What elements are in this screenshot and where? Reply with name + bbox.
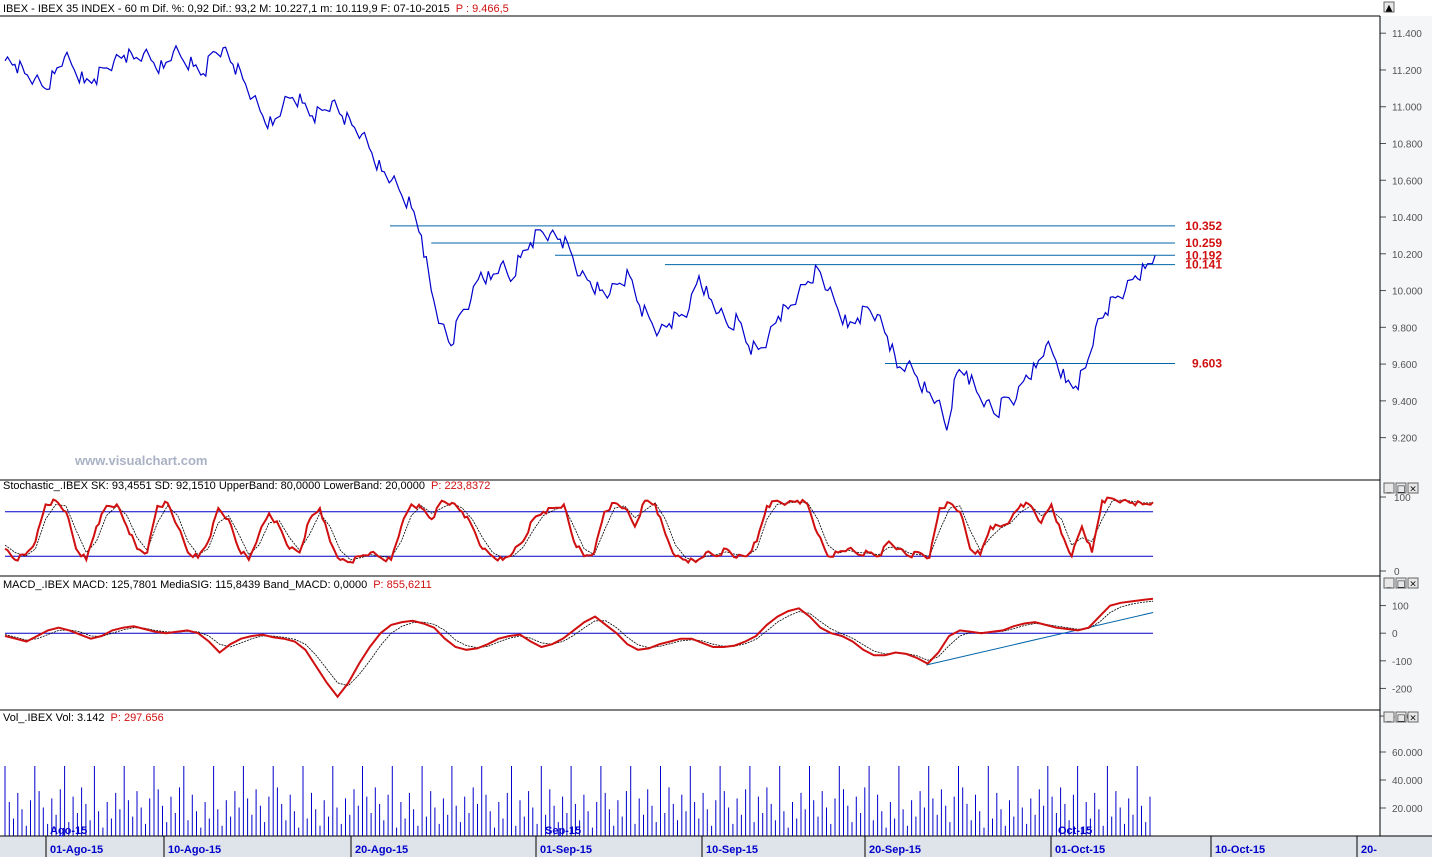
stochastic-tick-label: 100 — [1394, 493, 1411, 504]
minimize-button[interactable] — [1383, 482, 1395, 494]
price-tick-label: 9.400 — [1392, 397, 1417, 408]
minimize-icon: _ — [1386, 713, 1392, 723]
volume-panel: Vol_.IBEX Vol: 3.142 P: 297.656 60.000 40… — [3, 712, 1423, 836]
macd-tick-label: 100 — [1392, 602, 1409, 613]
x-axis-month-labels: Ago-15 Sep-15 Oct-15 — [50, 825, 1092, 837]
header-price: P : 9.466,5 — [456, 3, 509, 15]
x-tick-label: 01-Sep-15 — [540, 844, 592, 856]
collapse-button[interactable] — [1383, 1, 1395, 13]
volume-price: P: 297.656 — [111, 712, 164, 724]
maximize-button[interactable] — [1395, 482, 1407, 494]
price-tick-label: 9.600 — [1392, 360, 1417, 371]
stochastic-panel-controls: _ □ × — [1383, 482, 1419, 495]
volume-bars — [4, 766, 1151, 836]
close-button[interactable] — [1407, 711, 1419, 723]
maximize-icon: □ — [1397, 485, 1406, 495]
x-tick-label: 10-Sep-15 — [706, 844, 758, 856]
minimize-icon: _ — [1386, 579, 1392, 589]
price-tick-label: 11.400 — [1392, 29, 1422, 40]
price-tick-label: 9.200 — [1392, 434, 1417, 445]
volume-panel-controls: _ □ × — [1383, 711, 1419, 724]
level-label: 10.259 — [1185, 236, 1222, 250]
price-tick-label: 10.400 — [1392, 213, 1423, 224]
minimize-icon: _ — [1386, 484, 1392, 494]
price-panel-controls: ▲ — [1383, 1, 1395, 14]
macd-panel: MACD_.IBEX MACD: 125,7801 MediaSIG: 115,… — [0, 579, 1412, 723]
x-tick-label: 20-Sep-15 — [869, 844, 921, 856]
stochastic-sd-line — [4, 499, 1153, 562]
volume-axis-ticks: 60.000 40.000 20.000 — [1380, 748, 1423, 815]
close-button[interactable] — [1407, 482, 1419, 494]
watermark: www.visualchart.com — [74, 453, 207, 468]
price-tick-label: 10.600 — [1392, 176, 1423, 187]
month-label: Ago-15 — [50, 825, 87, 837]
maximize-button[interactable] — [1395, 711, 1407, 723]
stochastic-panel: Stochastic_.IBEX SK: 93,4551 SD: 92,1510… — [0, 480, 1411, 578]
minimize-button[interactable] — [1383, 711, 1395, 723]
macd-trendline — [926, 611, 1154, 666]
stochastic-axis-ticks: 100 0 — [1380, 493, 1411, 578]
volume-tick-label: 60.000 — [1392, 748, 1423, 759]
maximize-button[interactable] — [1395, 577, 1407, 589]
close-button[interactable] — [1407, 577, 1419, 589]
maximize-icon: □ — [1397, 580, 1406, 590]
price-axis-ticks: 11.400 11.200 11.000 10.800 10.600 10.400 10.2… — [1380, 29, 1423, 445]
price-tick-label: 11.200 — [1392, 66, 1422, 77]
volume-title: Vol_.IBEX Vol: 3.142 — [3, 712, 105, 724]
x-tick-label: 01-Oct-15 — [1055, 844, 1105, 856]
panel-controls: ▲ _ □ × _ □ × _ □ × — [1383, 1, 1419, 724]
macd-tick-label: -200 — [1392, 684, 1412, 695]
stochastic-tick-label: 0 — [1394, 567, 1400, 578]
close-icon: × — [1409, 580, 1417, 590]
collapse-icon: ▲ — [1386, 4, 1393, 14]
x-axis-strip — [0, 836, 1432, 857]
macd-signal-line — [4, 600, 1154, 687]
level-label: 10.192 — [1185, 248, 1222, 262]
x-tick-label: 20-Ago-15 — [355, 844, 408, 856]
price-panel: www.visualchart.com 10.35210.25910.19210… — [0, 15, 1423, 481]
level-label: 9.603 — [1192, 357, 1222, 371]
x-axis-labels: 01-Ago-15 10-Ago-15 20-Ago-15 01-Sep-15 10-S… — [45, 836, 1377, 857]
right-axis-strip — [1380, 16, 1432, 836]
close-icon: × — [1409, 485, 1417, 495]
close-icon: × — [1409, 714, 1417, 724]
macd-price: P: 855,6211 — [373, 579, 432, 591]
stochastic-title: Stochastic_.IBEX SK: 93,4551 SD: 92,1510… — [3, 480, 425, 492]
month-label: Oct-15 — [1058, 825, 1092, 837]
volume-tick-label: 40.000 — [1392, 776, 1423, 787]
x-tick-label: 10-Oct-15 — [1215, 844, 1265, 856]
price-tick-label: 9.800 — [1392, 323, 1417, 334]
price-series-line — [4, 44, 1156, 431]
stochastic-sk-line — [4, 496, 1154, 565]
x-tick-label: 20- — [1361, 844, 1377, 856]
macd-tick-label: 0 — [1392, 629, 1398, 640]
minimize-button[interactable] — [1383, 577, 1395, 589]
volume-tick-label: 20.000 — [1392, 804, 1423, 815]
header-text: IBEX - IBEX 35 INDEX - 60 m Dif. %: 0,92… — [3, 3, 450, 15]
macd-title: MACD_.IBEX MACD: 125,7801 MediaSIG: 115,… — [3, 579, 367, 591]
price-tick-label: 11.000 — [1392, 103, 1422, 114]
header-bar — [0, 0, 1380, 16]
x-tick-label: 10-Ago-15 — [168, 844, 221, 856]
maximize-icon: □ — [1397, 714, 1406, 724]
x-tick-label: 01-Ago-15 — [50, 844, 103, 856]
price-tick-label: 10.800 — [1392, 139, 1423, 150]
price-tick-label: 10.200 — [1392, 250, 1423, 261]
stochastic-price: P: 223,8372 — [431, 480, 490, 492]
price-tick-label: 10.000 — [1392, 287, 1423, 298]
level-label: 10.141 — [1185, 258, 1222, 272]
macd-tick-label: -100 — [1392, 657, 1412, 668]
macd-panel-controls: _ □ × — [1383, 577, 1419, 590]
level-label: 10.352 — [1185, 219, 1222, 233]
macd-line — [4, 597, 1154, 699]
month-label: Sep-15 — [545, 825, 581, 837]
